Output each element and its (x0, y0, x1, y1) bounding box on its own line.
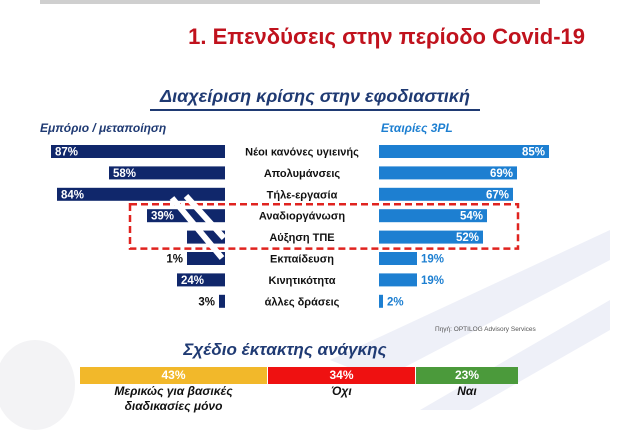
label-right-6: 19% (421, 275, 444, 287)
bar-left-6 (177, 273, 225, 287)
overlay-stroke (169, 193, 227, 260)
bar-right-3 (379, 209, 487, 223)
plan-segment-yes: 23% (416, 367, 518, 384)
category-label-3: Αναδιοργάνωση (259, 211, 345, 223)
label-right-4: 52% (456, 232, 479, 244)
slide-background (30, 8, 602, 418)
label-left-2: 84% (61, 189, 84, 201)
label-right-3: 54% (460, 211, 483, 223)
bar-right-6 (379, 273, 417, 287)
highlight-box (128, 202, 520, 250)
top-strip (40, 0, 540, 4)
label-left-1: 58% (113, 168, 136, 180)
plan-label-partial: Μερικώς για βασικές διαδικασίες μόνο (80, 384, 267, 414)
label-left-0: 87% (55, 147, 78, 159)
page-title: 1. Επενδύσεις στην περίοδο Covid-19 (188, 24, 585, 49)
plan-segment-partial: 43% (80, 367, 267, 384)
bar-left-0 (51, 145, 225, 158)
label-right-0: 85% (522, 147, 545, 159)
chart-subtitle: Διαχείριση κρίσης στην εφοδιαστική (150, 86, 480, 111)
plan-label-yes: Ναι (457, 384, 477, 398)
category-label-0: Νέοι κανόνες υγιεινής (245, 147, 359, 159)
right-group-label: Εταιρίες 3PL (381, 121, 453, 135)
label-left-3: 39% (151, 211, 174, 223)
label-left-6: 24% (181, 275, 204, 287)
category-label-2: Τήλε-εργασία (267, 189, 338, 201)
plan-label-partial-line2: διαδικασίες μόνο (124, 399, 223, 413)
source-note: Πηγή: OPTILOG Advisory Services (435, 326, 536, 333)
label-left-5: 1% (166, 254, 183, 266)
label-right-2: 67% (486, 189, 509, 201)
label-right-7: 2% (387, 296, 404, 308)
plan-label-partial-line1: Μερικώς για βασικές (114, 384, 233, 398)
plan-segment-no: 34% (268, 367, 415, 384)
category-label-5: Εκπαίδευση (270, 254, 334, 266)
category-label-6: Κινητικότητα (269, 275, 336, 287)
category-label-7: άλλες δράσεις (265, 296, 340, 308)
category-label-1: Απολυμάνσεις (264, 168, 341, 180)
bar-left-5 (187, 252, 225, 265)
bar-right-7 (379, 294, 383, 308)
bar-right-5 (379, 252, 417, 265)
label-left-7: 3% (198, 296, 215, 308)
bar-left-2 (57, 187, 225, 201)
label-right-1: 69% (490, 168, 513, 180)
bar-right-2 (379, 187, 513, 201)
emergency-plan-title: Σχέδιο έκτακτης ανάγκης (183, 340, 387, 359)
bar-right-0 (379, 145, 549, 158)
bar-left-7 (219, 294, 225, 308)
bar-right-4 (379, 230, 483, 244)
bar-right-1 (379, 166, 517, 180)
label-right-5: 19% (421, 254, 444, 266)
plan-label-no: Όχι (331, 384, 352, 398)
left-group-label: Εμπόριο / μεταποίηση (40, 121, 167, 135)
category-label-4: Αύξηση ΤΠΕ (269, 232, 334, 244)
bar-left-1 (109, 166, 225, 180)
